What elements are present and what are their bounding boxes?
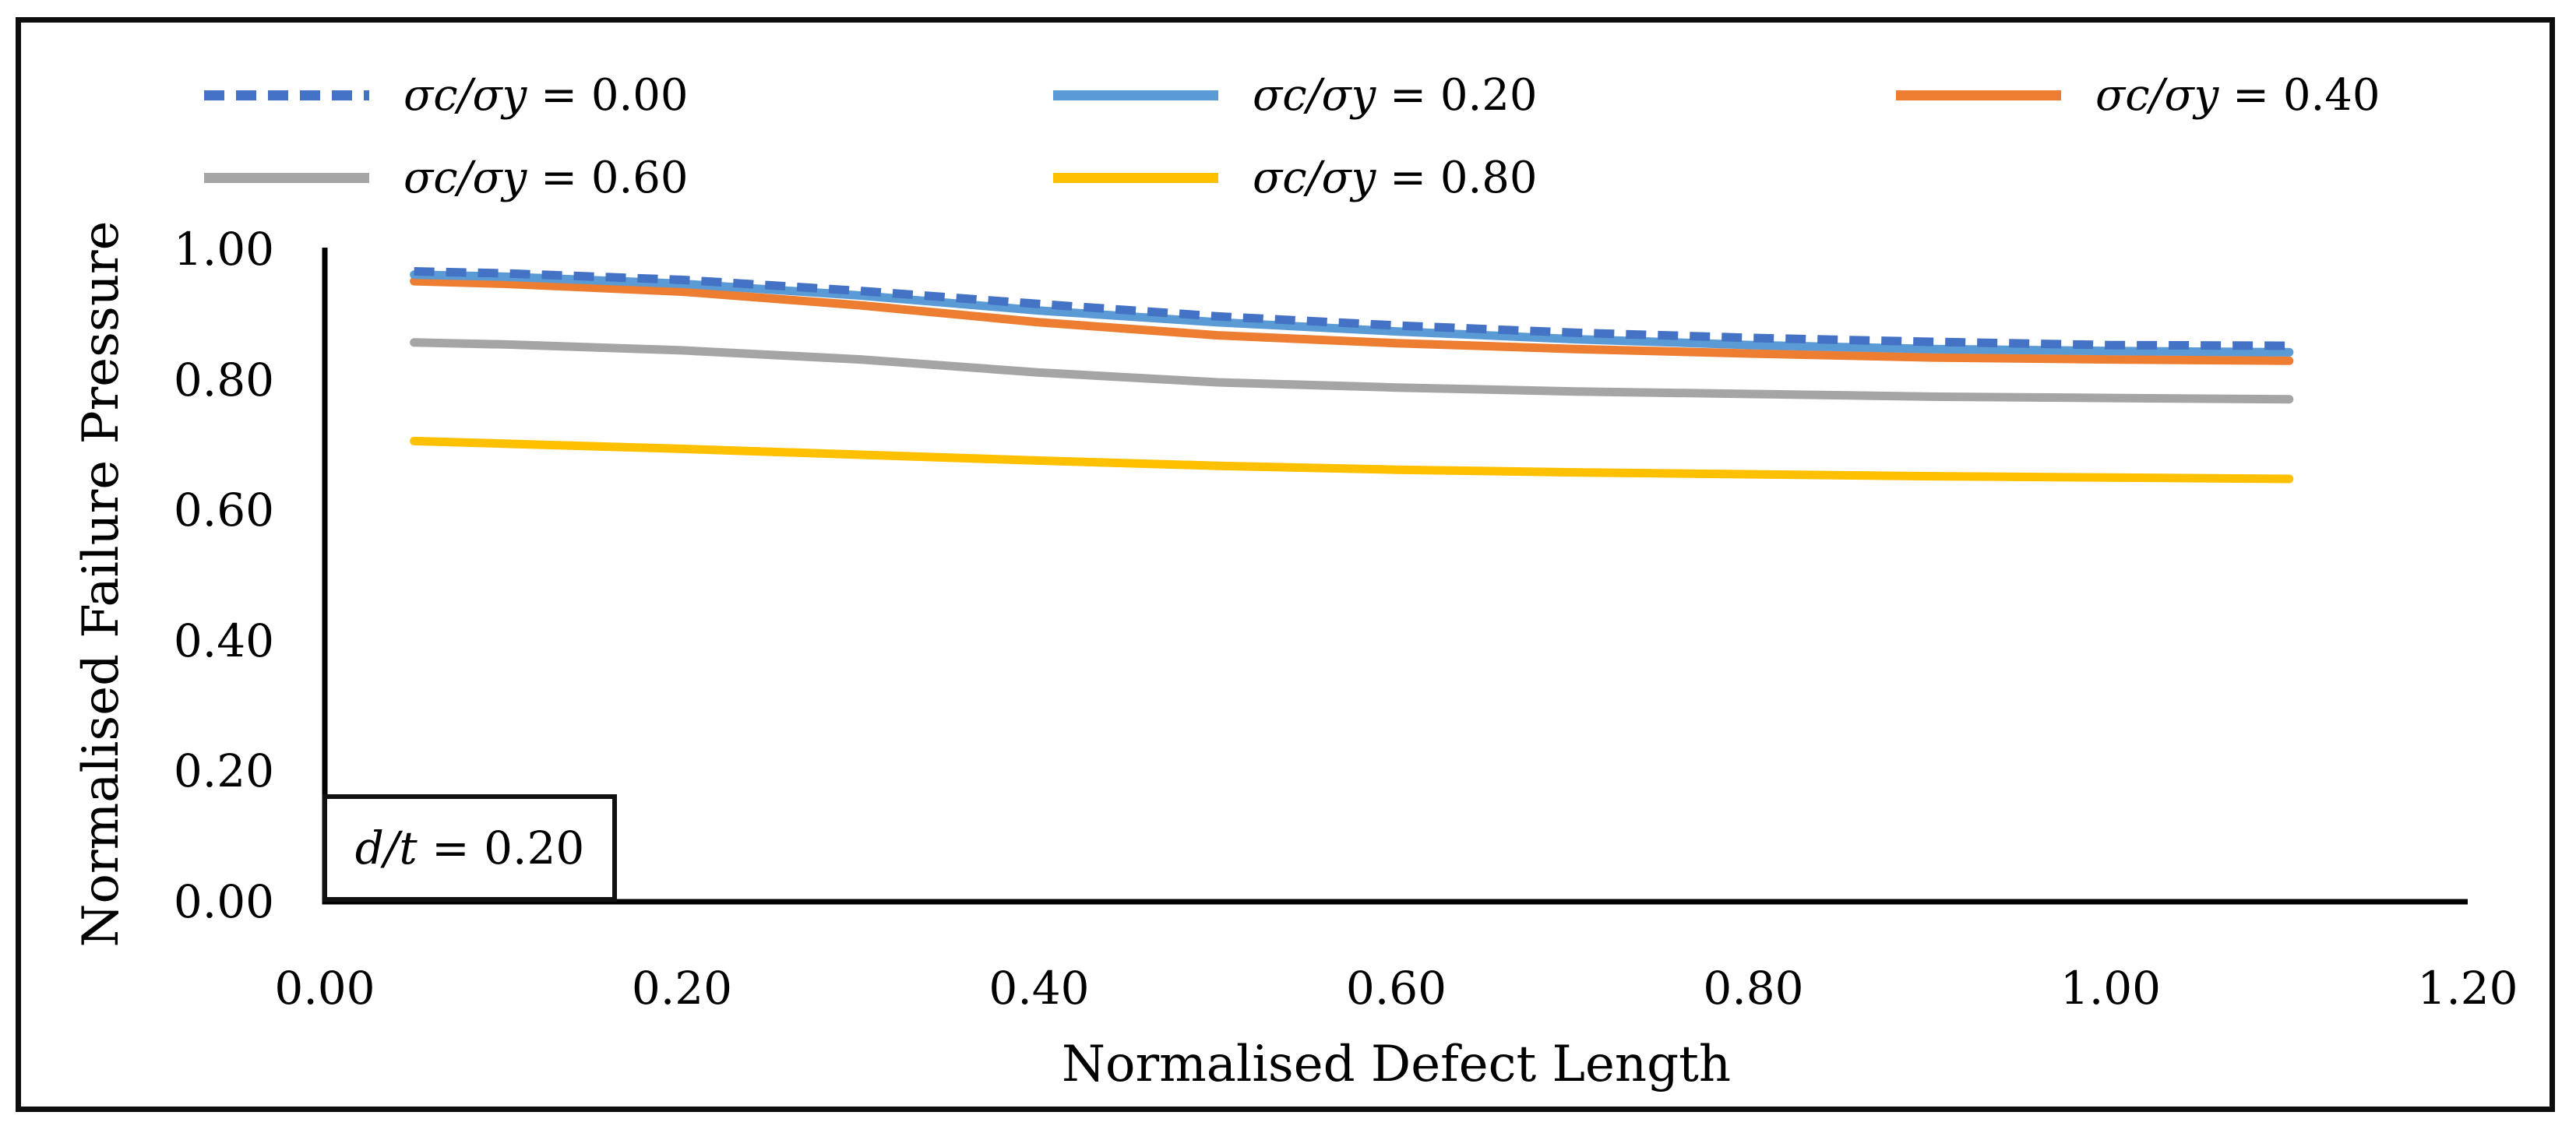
figure-border	[16, 17, 2555, 1112]
y-tick-label: 0.00	[173, 875, 274, 928]
legend-item-2: σc/σy = 0.40	[1896, 70, 2380, 121]
legend-label: σc/σy = 0.80	[1253, 153, 1538, 203]
series-line-0	[414, 267, 2289, 350]
math-value: = 0.60	[527, 152, 689, 203]
legend-item-3: σc/σy = 0.60	[204, 153, 689, 203]
x-axis-title: Normalised Defect Length	[1061, 1036, 1732, 1093]
x-tick-label: 0.00	[274, 962, 375, 1015]
y-tick-label: 0.60	[173, 484, 274, 537]
y-tick-label: 0.20	[173, 744, 274, 798]
legend-swatch-solid-line	[1053, 172, 1218, 183]
math-value: = 0.20	[1376, 69, 1538, 121]
legend-label: σc/σy = 0.20	[1253, 70, 1538, 121]
math-symbol: σc/σy	[403, 152, 527, 203]
legend-item-1: σc/σy = 0.20	[1053, 70, 1538, 121]
y-tick-label: 0.80	[173, 353, 274, 406]
series-line-2	[410, 276, 2294, 365]
series-line-3	[410, 338, 2294, 404]
math-symbol: σc/σy	[2095, 69, 2219, 121]
legend-swatch-dashed-line	[204, 90, 369, 100]
legend-label: σc/σy = 0.60	[403, 153, 689, 203]
y-tick-label: 1.00	[173, 223, 274, 276]
math-symbol: d/t	[354, 822, 418, 874]
math-symbol: σc/σy	[1253, 152, 1376, 203]
series-line-4	[410, 436, 2294, 484]
y-tick-label: 0.40	[173, 614, 274, 667]
math-value: = 0.00	[527, 69, 689, 121]
x-tick-label: 0.60	[1345, 962, 1447, 1015]
legend-swatch-solid-line	[1053, 90, 1218, 100]
legend-item-0: σc/σy = 0.00	[204, 70, 689, 121]
x-tick-label: 0.80	[1703, 962, 1804, 1015]
math-symbol: σc/σy	[403, 69, 527, 121]
y-axis-title: Normalised Failure Pressure	[72, 220, 130, 948]
annotation-box: d/t = 0.20	[322, 794, 617, 902]
x-tick-label: 0.20	[631, 962, 733, 1015]
x-tick-label: 0.40	[988, 962, 1090, 1015]
math-value: = 0.40	[2218, 69, 2380, 121]
legend-swatch-solid-line	[204, 172, 369, 183]
legend-label: σc/σy = 0.00	[403, 70, 689, 121]
math-symbol: σc/σy	[1253, 69, 1376, 121]
math-value: = 0.80	[1376, 152, 1538, 203]
legend-label: σc/σy = 0.40	[2095, 70, 2380, 121]
math-value: = 0.20	[417, 822, 585, 874]
legend-swatch-solid-line	[1896, 90, 2061, 100]
legend-item-4: σc/σy = 0.80	[1053, 153, 1538, 203]
annotation-label: d/t = 0.20	[355, 822, 585, 874]
x-tick-label: 1.00	[2060, 962, 2162, 1015]
x-tick-label: 1.20	[2417, 962, 2518, 1015]
